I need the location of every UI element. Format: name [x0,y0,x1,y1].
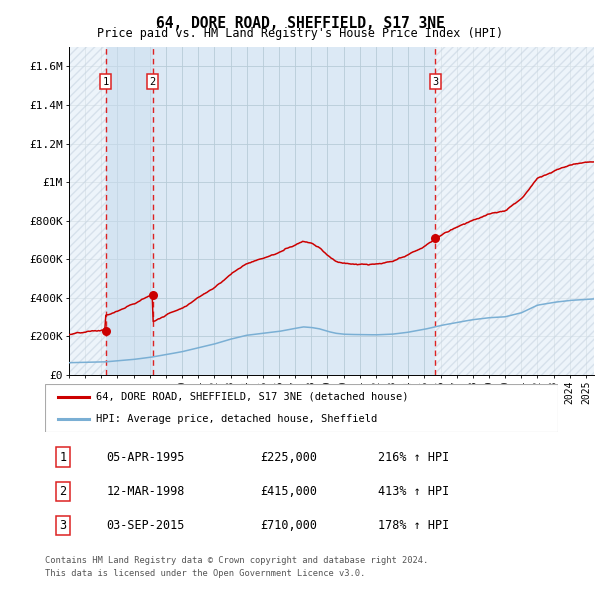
Bar [435,47,594,375]
Text: 12-MAR-1998: 12-MAR-1998 [107,485,185,498]
Text: 216% ↑ HPI: 216% ↑ HPI [379,451,450,464]
FancyBboxPatch shape [45,384,558,432]
Text: 05-APR-1995: 05-APR-1995 [107,451,185,464]
Bar [106,47,153,375]
Text: 2: 2 [150,77,156,87]
Text: 2: 2 [59,485,67,498]
Text: £415,000: £415,000 [260,485,317,498]
Text: 3: 3 [59,519,67,532]
Text: This data is licensed under the Open Government Licence v3.0.: This data is licensed under the Open Gov… [45,569,365,578]
Text: 03-SEP-2015: 03-SEP-2015 [107,519,185,532]
Text: 64, DORE ROAD, SHEFFIELD, S17 3NE (detached house): 64, DORE ROAD, SHEFFIELD, S17 3NE (detac… [97,392,409,402]
Text: Contains HM Land Registry data © Crown copyright and database right 2024.: Contains HM Land Registry data © Crown c… [45,556,428,565]
Bar [69,47,106,375]
Text: 3: 3 [432,77,439,87]
Text: 178% ↑ HPI: 178% ↑ HPI [379,519,450,532]
Text: £710,000: £710,000 [260,519,317,532]
Text: 1: 1 [59,451,67,464]
Text: Price paid vs. HM Land Registry's House Price Index (HPI): Price paid vs. HM Land Registry's House … [97,27,503,40]
Text: HPI: Average price, detached house, Sheffield: HPI: Average price, detached house, Shef… [97,414,377,424]
Text: 64, DORE ROAD, SHEFFIELD, S17 3NE: 64, DORE ROAD, SHEFFIELD, S17 3NE [155,16,445,31]
Text: £225,000: £225,000 [260,451,317,464]
Text: 413% ↑ HPI: 413% ↑ HPI [379,485,450,498]
Text: 1: 1 [103,77,109,87]
